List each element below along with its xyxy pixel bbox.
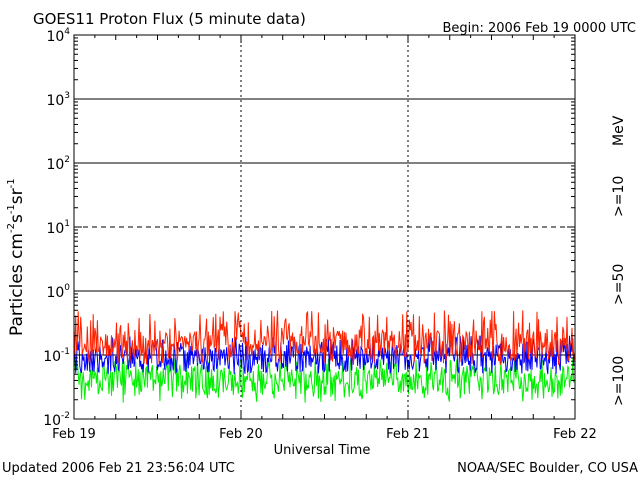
credit-label: NOAA/SEC Boulder, CO USA	[457, 461, 638, 476]
begin-label: Begin: 2006 Feb 19 0000 UTC	[442, 21, 636, 36]
chart-title: GOES11 Proton Flux (5 minute data)	[33, 10, 306, 28]
y-tick-label: 10-2	[43, 411, 70, 429]
y-tick-label: 104	[46, 27, 70, 45]
legend-ge50: >=50	[611, 264, 627, 305]
x-tick-label: Feb 19	[52, 427, 96, 442]
series-line	[73, 310, 575, 365]
series-line	[73, 357, 575, 403]
x-tick-label: Feb 22	[553, 427, 597, 442]
day-dividers	[240, 35, 409, 419]
y-tick-label: 103	[46, 91, 70, 109]
series-line	[73, 335, 575, 375]
y-tick-label: 102	[46, 155, 70, 173]
x-axis-label: Universal Time	[274, 443, 371, 458]
data-series	[73, 310, 575, 403]
y-axis-label: Particles cm-2s-1sr-1	[6, 178, 27, 336]
x-tick-label: Feb 20	[219, 427, 263, 442]
y-tick-label: 10-1	[43, 347, 70, 365]
legend-ge100: >=100	[611, 356, 627, 406]
unit-label: MeV	[611, 115, 627, 146]
x-tick-label: Feb 21	[386, 427, 430, 442]
y-tick-label: 101	[46, 219, 70, 237]
legend-ge10: >=10	[611, 176, 627, 217]
y-ticks: 104 103 102 101 100 10-1 10-2	[43, 27, 575, 429]
y-tick-label: 100	[46, 283, 70, 301]
updated-label: Updated 2006 Feb 21 23:56:04 UTC	[2, 461, 235, 476]
plot-frame	[73, 34, 576, 420]
